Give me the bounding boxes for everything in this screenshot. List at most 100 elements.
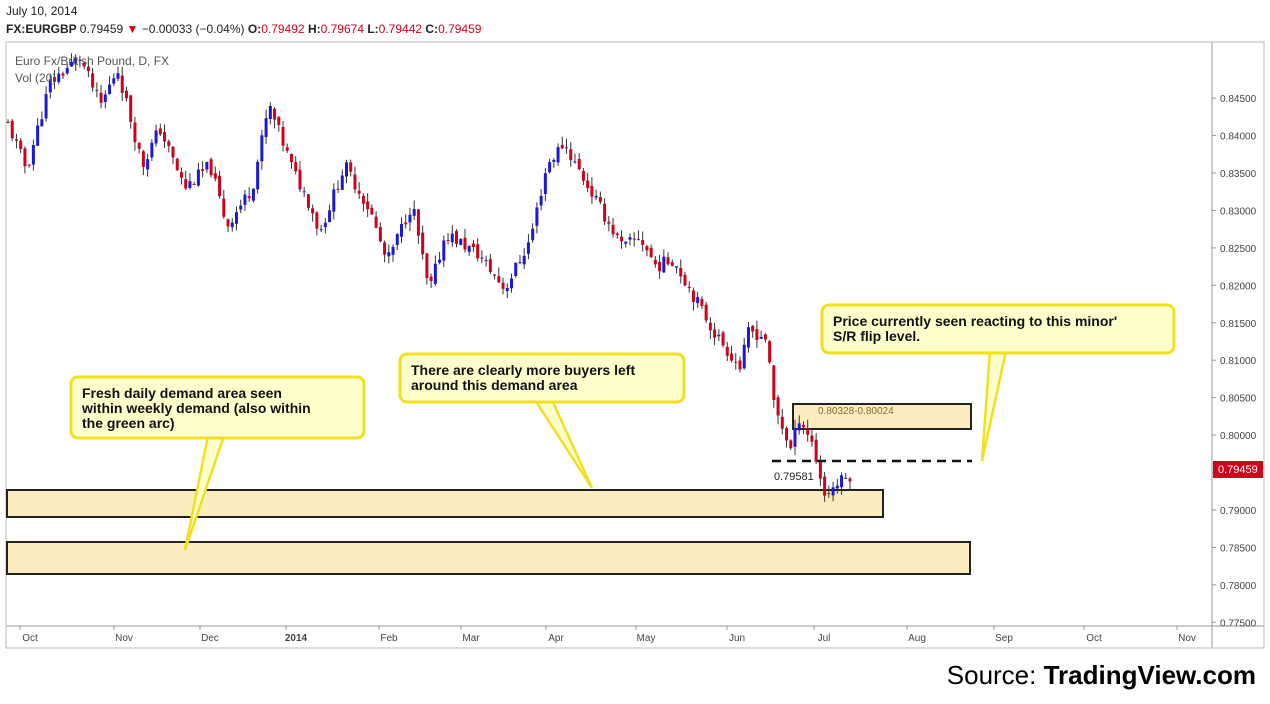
candle-down [315,212,319,229]
candle-down [455,231,459,244]
candle-up [717,334,721,337]
candle-up [391,246,395,255]
candle-down [425,253,429,279]
daily-callout-box [69,375,366,440]
candle-up [108,84,112,94]
candle-down [361,195,365,204]
candle-up [480,257,484,259]
source-brand[interactable]: TradingView.com [1043,660,1256,690]
candle-down [192,183,196,185]
candle-down [370,207,374,215]
candle-down [590,186,594,197]
x-tick-label: Nov [1178,633,1196,644]
candle-down [86,66,90,72]
candle-up [442,240,446,261]
candle-down [184,179,188,189]
y-tick-label: 0.78000 [1220,581,1257,592]
source-prefix: Source: [946,660,1044,690]
candle-down [679,267,683,277]
chart-outer-border [5,41,1265,649]
candle-down [734,361,738,363]
candle-up [69,61,73,67]
candle-up [793,428,797,447]
candle-down [755,329,759,341]
candle-up [230,222,234,228]
candle-up [251,188,255,201]
candle-down [700,298,704,306]
close-label: C: [425,22,439,36]
candle-up [344,162,348,177]
y-tick-label: 0.83500 [1220,169,1257,180]
candle-up [831,487,835,496]
candle-down [721,332,725,346]
candle-down [471,243,475,248]
candle-down [577,158,581,170]
buyers-callout-line1: There are clearly more buyers left [411,362,635,378]
candle-up [196,169,200,186]
candle-down [649,247,653,258]
candle-up [573,161,577,163]
candle-down [141,151,145,167]
candle-up [459,238,463,246]
candle-down [273,108,277,120]
symbol[interactable]: FX:EURGBP [6,22,77,36]
candle-down [124,90,128,99]
candle-down [645,246,649,251]
candle-down [289,153,293,162]
y-tick-label: 0.81000 [1220,356,1257,367]
candle-up [535,207,539,226]
chart-date: July 10, 2014 [6,4,78,18]
price-axis[interactable]: 0.84500 0.84000 0.83500 0.83000 0.82500 0.820… [1212,94,1257,629]
candle-up [662,256,666,273]
candle-up [154,130,158,144]
candle-down [27,164,31,166]
candle-up [57,73,61,83]
candle-down [446,240,450,242]
candle-down [789,440,793,449]
candle-up [797,423,801,431]
candle-up [518,262,522,264]
time-axis[interactable]: Oct Nov Dec 2014 Feb Mar Apr May Jun Jul Aug Sep Oct… [19,626,1196,644]
candle-up [103,94,107,102]
candle-down [306,194,310,208]
volume-legend[interactable]: Vol (20) [15,71,56,85]
candle-down [653,259,657,265]
candle-up [514,262,518,277]
candle-up [188,181,192,188]
candle-up [594,196,598,198]
candle-up [539,195,543,206]
candle-down [636,239,640,241]
candle-down [581,170,585,181]
candle-down [163,132,167,142]
x-tick-label: Feb [380,633,398,644]
candle-down [201,169,205,172]
candle-up [332,189,336,212]
candle-down [658,261,662,272]
candle-down [738,360,742,370]
candle-down [620,236,624,242]
candle-down [120,75,124,93]
candle-down [298,169,302,190]
reacting-callout-box [820,303,1176,355]
candle-down [349,162,353,172]
candle-up [78,59,82,61]
high-label: H: [307,22,321,36]
low-value: 0.79442 [378,22,423,36]
candle-down [129,95,133,122]
candle-up [116,73,120,79]
candle-down [691,290,695,302]
series-legend[interactable]: Euro Fx/British Pound, D, FX [15,54,169,68]
daily-demand-zone [6,489,884,518]
candle-up [387,252,391,257]
x-tick-label: Oct [22,633,38,644]
candle-up [36,125,40,146]
candle-down [569,149,573,161]
reacting-callout-pointer [980,349,1008,462]
candle-up [256,161,260,190]
candle-down [247,196,251,199]
x-tick-label: Nov [115,633,133,644]
daily-callout-line1: Fresh daily demand area seen [82,385,282,401]
candle-down [708,322,712,331]
candle-down [137,143,141,149]
